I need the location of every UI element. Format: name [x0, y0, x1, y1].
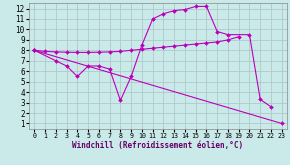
X-axis label: Windchill (Refroidissement éolien,°C): Windchill (Refroidissement éolien,°C) — [72, 141, 244, 150]
